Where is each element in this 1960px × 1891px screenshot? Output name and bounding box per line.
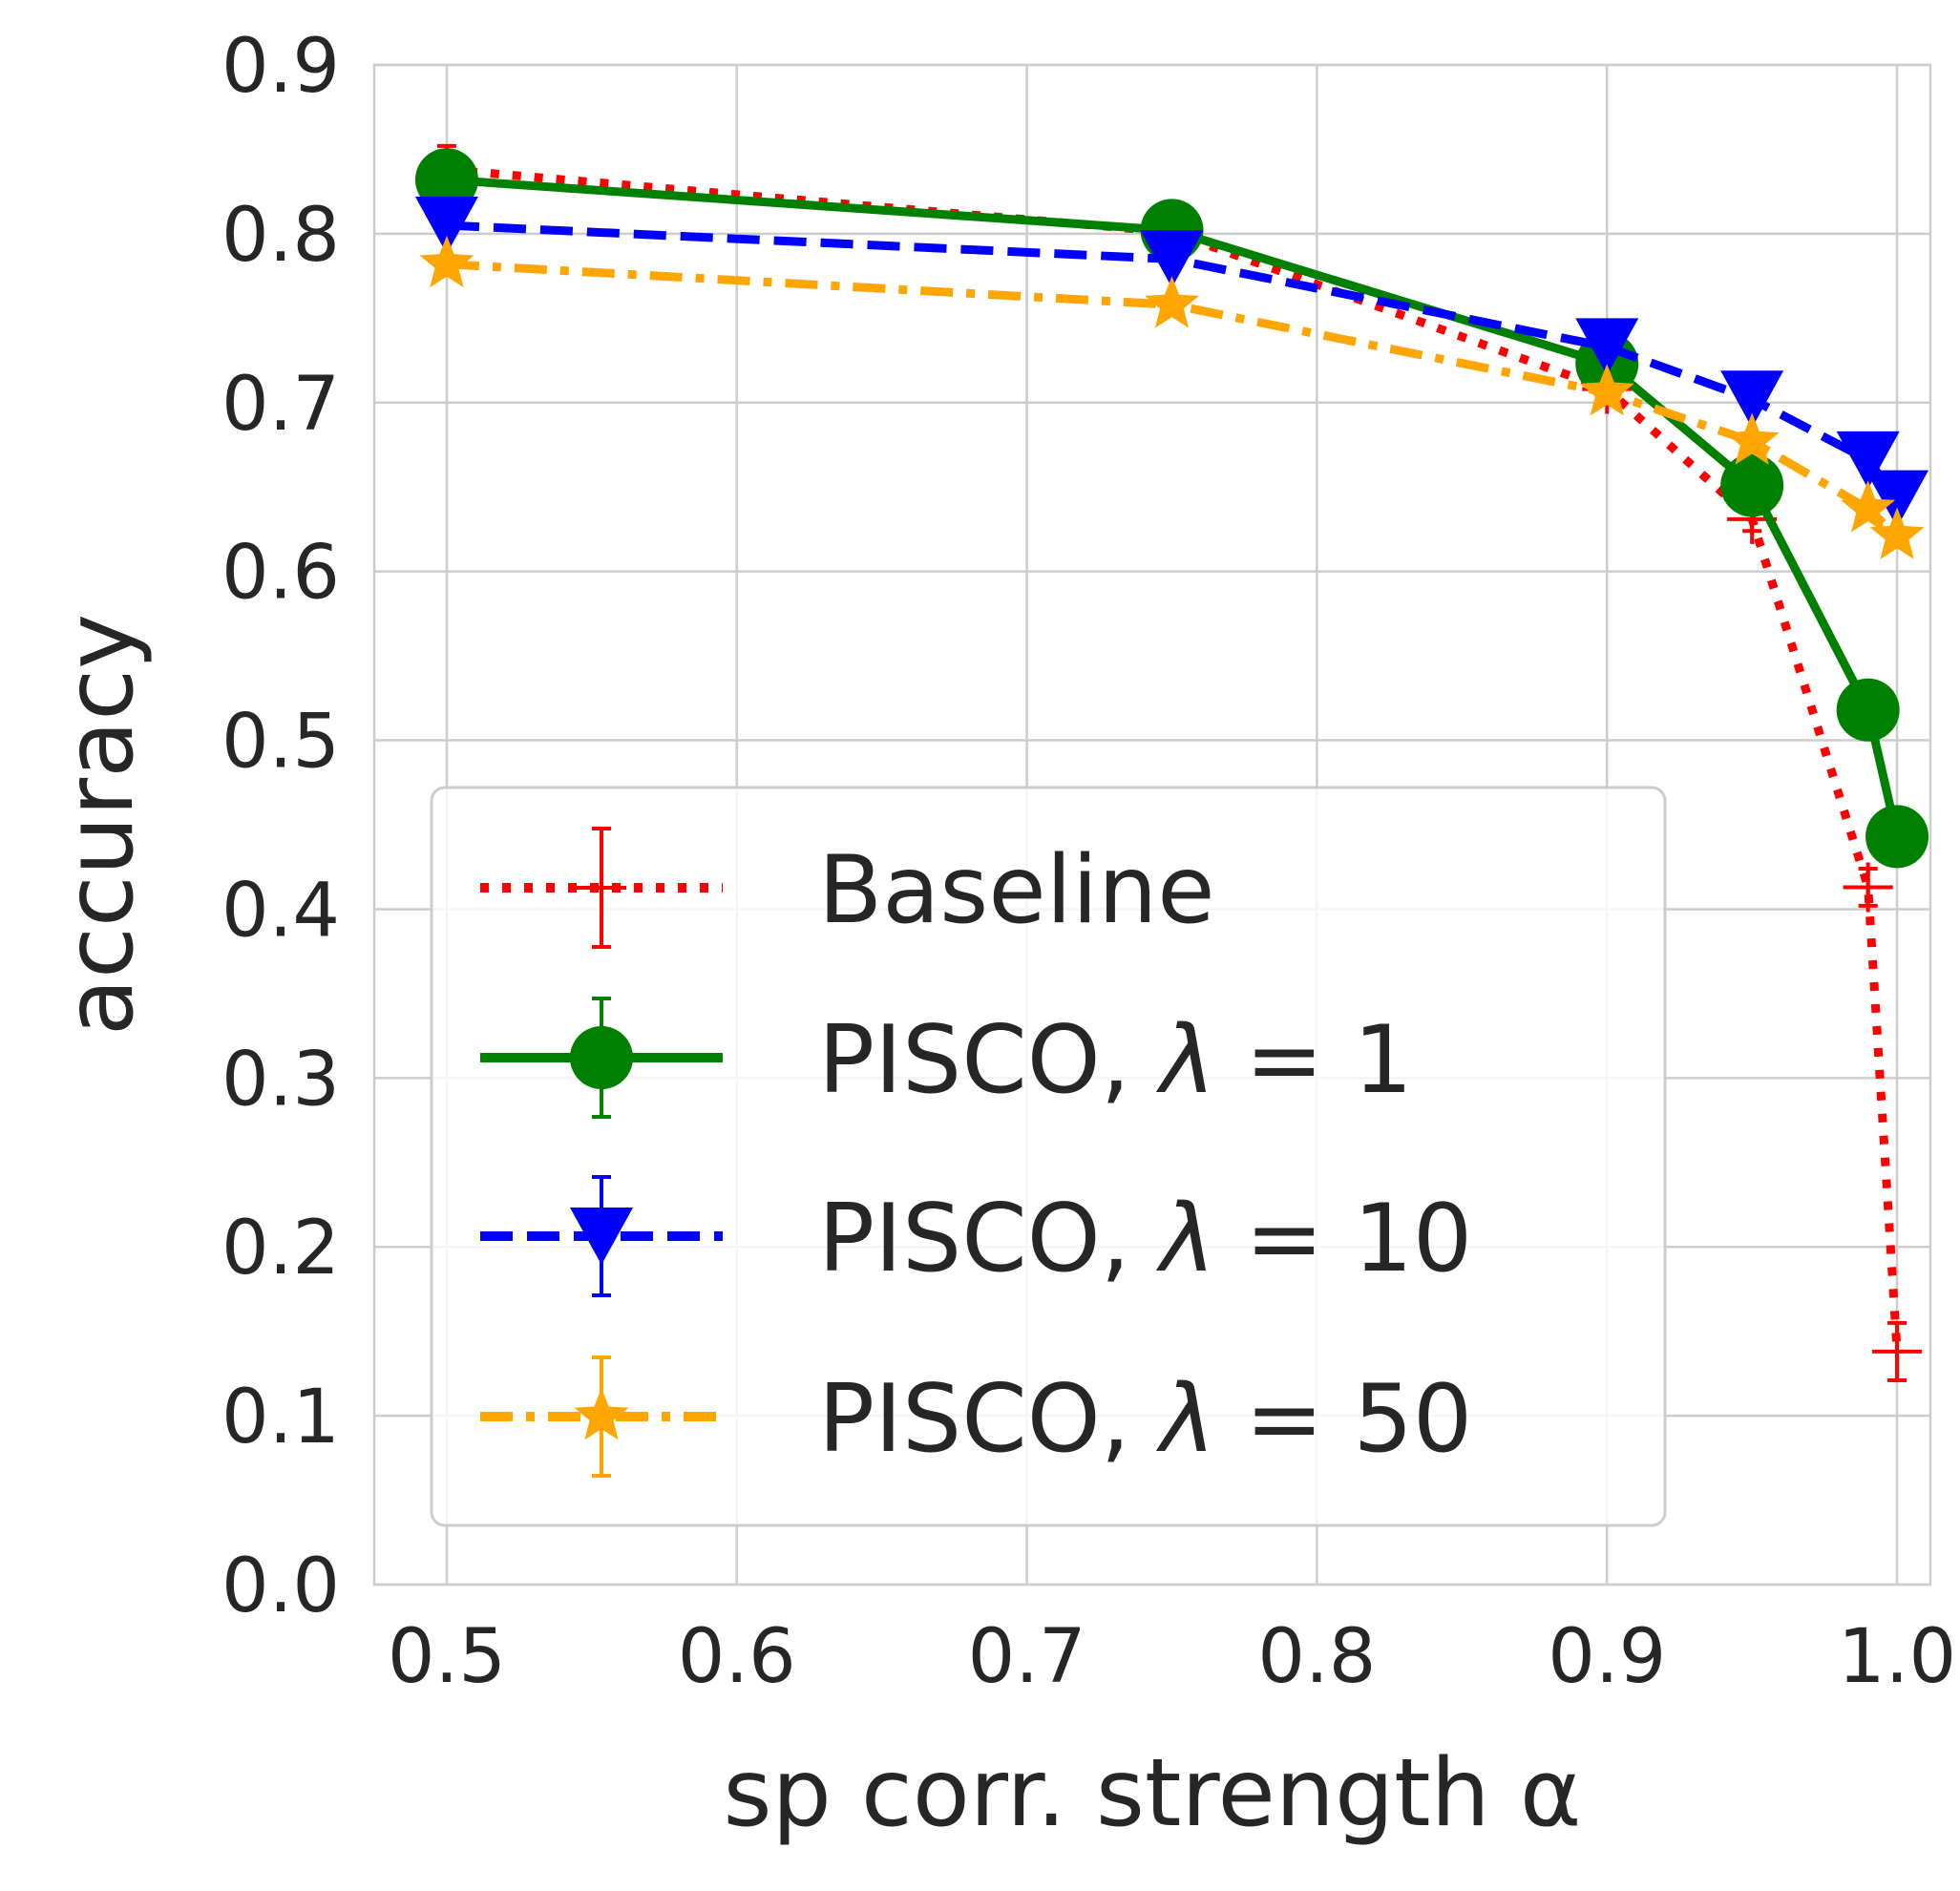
y-tick-label: 0.6: [221, 531, 340, 617]
legend-label: Baseline: [818, 836, 1215, 945]
data-point: [1579, 364, 1634, 416]
data-point: [414, 197, 478, 255]
x-tick-label: 0.5: [388, 1614, 506, 1700]
x-tick-label: 1.0: [1838, 1614, 1956, 1700]
legend-marker: [570, 1026, 633, 1089]
x-tick-label: 0.7: [968, 1614, 1086, 1700]
legend-label: PISCO, λ = 10: [818, 1185, 1472, 1293]
y-tick-label: 0.4: [221, 868, 340, 954]
data-point: [1865, 470, 1929, 528]
y-tick-label: 0.7: [221, 362, 340, 448]
data-point: [1720, 453, 1784, 517]
y-axis-title: accuracy: [46, 614, 155, 1036]
legend-entry-0: Baseline: [480, 827, 1215, 949]
series-line: [446, 165, 1902, 1353]
legend-marker: [577, 863, 626, 913]
x-tick-labels: 0.5 0.6 0.7 0.8 0.9 1.0: [388, 1614, 1956, 1700]
y-tick-label: 0.8: [221, 193, 340, 279]
legend-marker: [570, 1208, 633, 1265]
series-2: [414, 197, 1929, 528]
data-point: [1836, 678, 1900, 742]
data-point: [1145, 276, 1199, 328]
series-line: [446, 260, 1901, 539]
y-tick-label: 0.9: [221, 24, 340, 110]
legend-entry-1: PISCO, λ = 1: [480, 997, 1413, 1119]
y-tick-labels: 0.0 0.1 0.2 0.3 0.4 0.5 0.6 0.7 0.8 0.9: [221, 24, 340, 1629]
data-point: [1140, 230, 1204, 288]
plot-frame: [372, 63, 1932, 1586]
data-point: [419, 235, 474, 287]
data-point: [1720, 370, 1784, 429]
data-point: [1869, 507, 1925, 559]
series-layer: [414, 143, 1929, 1382]
x-tick-label: 0.6: [678, 1614, 796, 1700]
data-point: [1865, 805, 1929, 869]
legend: Baseline PISCO, λ = 1 PISCO, λ = 10 PISCO, …: [430, 786, 1667, 1527]
legend-entry-2: PISCO, λ = 10: [480, 1175, 1472, 1297]
x-tick-label: 0.8: [1257, 1614, 1376, 1700]
legend-label: PISCO, λ = 1: [818, 1006, 1413, 1115]
data-point: [1575, 318, 1639, 376]
y-tick-label: 0.3: [221, 1037, 340, 1123]
data-point: [1841, 480, 1896, 533]
y-tick-label: 0.5: [221, 700, 340, 786]
series-3: [419, 235, 1925, 559]
y-tick-label: 0.1: [221, 1375, 340, 1460]
x-tick-label: 0.9: [1548, 1614, 1666, 1700]
legend-frame: [430, 786, 1667, 1527]
legend-marker: [574, 1388, 629, 1440]
data-point: [1843, 862, 1893, 913]
legend-entry-3: PISCO, λ = 50: [480, 1355, 1472, 1478]
y-tick-label: 0.2: [221, 1206, 340, 1292]
data-point: [414, 148, 478, 212]
y-tick-label: 0.0: [221, 1544, 340, 1629]
data-point: [1724, 412, 1780, 465]
data-point: [1836, 431, 1900, 489]
data-point: [1872, 1326, 1923, 1376]
legend-label: PISCO, λ = 50: [818, 1365, 1472, 1474]
x-axis-title: sp corr. strength α: [724, 1739, 1582, 1848]
